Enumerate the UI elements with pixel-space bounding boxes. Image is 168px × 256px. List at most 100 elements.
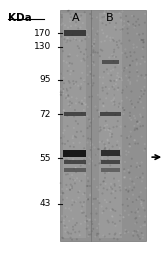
Point (133, 185, 136, 189)
Point (68, 64, 70, 68)
Point (136, 79, 138, 83)
Point (61, 90, 64, 94)
Point (69, 39, 72, 43)
Point (69, 177, 72, 181)
Point (90, 121, 92, 125)
Point (144, 147, 146, 151)
Point (91, 118, 94, 122)
Point (59, 90, 62, 94)
Point (143, 142, 146, 146)
Point (65, 92, 68, 97)
Point (104, 171, 106, 175)
Point (118, 185, 121, 189)
Point (83, 200, 85, 204)
Point (105, 23, 108, 27)
Point (109, 208, 112, 212)
Point (87, 184, 89, 188)
Text: KDa: KDa (8, 13, 32, 23)
Point (139, 190, 142, 194)
Point (91, 44, 93, 48)
Point (102, 233, 105, 238)
Point (87, 179, 90, 183)
Point (127, 20, 130, 24)
Point (92, 74, 95, 78)
Point (73, 37, 75, 41)
Point (137, 229, 139, 233)
Point (61, 214, 63, 218)
Point (75, 166, 77, 170)
Point (136, 70, 139, 74)
Point (75, 80, 78, 84)
Point (91, 202, 94, 206)
Point (123, 175, 125, 179)
Point (110, 129, 112, 133)
Point (138, 195, 141, 199)
Point (140, 94, 143, 98)
Point (104, 85, 107, 89)
Point (105, 200, 108, 204)
Point (108, 147, 111, 152)
Point (65, 215, 68, 219)
Point (81, 211, 83, 215)
Point (136, 127, 139, 131)
Point (115, 21, 117, 25)
Point (139, 100, 142, 104)
Point (127, 204, 129, 208)
Bar (100, 112, 121, 116)
Point (141, 175, 144, 179)
Point (81, 21, 84, 25)
Point (102, 140, 104, 144)
Point (124, 85, 127, 89)
Point (73, 145, 75, 149)
Point (107, 71, 110, 76)
Point (122, 106, 124, 110)
Point (102, 104, 105, 108)
Point (132, 234, 135, 238)
Point (136, 233, 139, 237)
Point (77, 26, 80, 30)
Point (83, 80, 86, 84)
Point (74, 178, 76, 182)
Point (83, 101, 85, 105)
Point (63, 128, 66, 132)
Point (137, 234, 140, 239)
Point (122, 215, 125, 219)
Point (88, 95, 91, 99)
Point (113, 55, 116, 59)
Point (60, 79, 62, 83)
Point (129, 63, 131, 67)
Point (63, 109, 65, 113)
Point (110, 99, 113, 103)
Point (73, 113, 76, 117)
Point (128, 171, 130, 175)
Point (119, 231, 121, 236)
Point (131, 102, 133, 106)
Point (137, 210, 139, 214)
Point (140, 201, 143, 205)
Point (64, 23, 66, 27)
Point (69, 183, 72, 187)
Point (103, 11, 105, 15)
Point (99, 161, 102, 165)
Point (104, 145, 107, 150)
Point (141, 115, 144, 119)
Point (121, 91, 123, 95)
Point (132, 46, 135, 50)
Point (107, 220, 110, 225)
Point (65, 40, 68, 44)
Point (122, 69, 125, 73)
Point (69, 12, 72, 16)
Point (87, 234, 90, 238)
Point (114, 65, 117, 69)
Point (91, 222, 94, 226)
Point (68, 103, 71, 108)
Point (115, 78, 118, 82)
Point (114, 196, 117, 200)
Point (90, 211, 93, 216)
Point (133, 229, 136, 233)
Point (99, 158, 102, 163)
Point (76, 54, 79, 58)
Point (128, 170, 131, 174)
Bar (64, 160, 86, 164)
Point (125, 55, 128, 59)
